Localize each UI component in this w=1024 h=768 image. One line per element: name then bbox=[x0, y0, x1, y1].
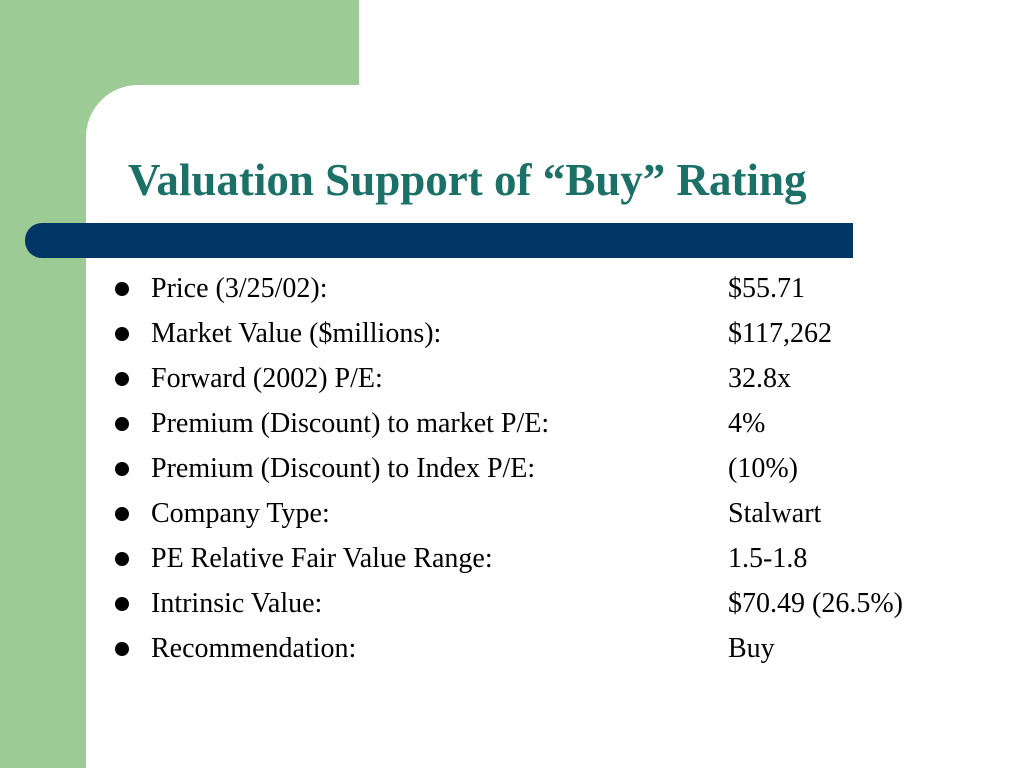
bullet-row-company-type: Company Type: Stalwart bbox=[0, 491, 1024, 536]
row-label: Market Value ($millions): bbox=[151, 318, 442, 349]
bullet-dot-icon bbox=[115, 417, 129, 431]
bullet-row-forward-pe: Forward (2002) P/E: 32.8x bbox=[0, 356, 1024, 401]
row-value: 32.8x bbox=[728, 363, 791, 394]
bullet-row-premium-market: Premium (Discount) to market P/E: 4% bbox=[0, 401, 1024, 446]
row-value: $70.49 (26.5%) bbox=[728, 588, 903, 619]
bullet-dot-icon bbox=[115, 552, 129, 566]
bullet-dot-icon bbox=[115, 462, 129, 476]
title-rule-bar bbox=[25, 223, 853, 258]
bullet-dot-icon bbox=[115, 327, 129, 341]
row-label: Premium (Discount) to market P/E: bbox=[151, 408, 550, 439]
row-label: Intrinsic Value: bbox=[151, 588, 323, 619]
row-label: Price (3/25/02): bbox=[151, 273, 328, 304]
bullet-dot-icon bbox=[115, 642, 129, 656]
bullet-row-intrinsic-value: Intrinsic Value: $70.49 (26.5%) bbox=[0, 581, 1024, 626]
bullet-row-recommendation: Recommendation: Buy bbox=[0, 626, 1024, 671]
row-value: (10%) bbox=[728, 453, 798, 484]
bullet-dot-icon bbox=[115, 597, 129, 611]
row-value: 4% bbox=[728, 408, 766, 439]
bullet-row-premium-index: Premium (Discount) to Index P/E: (10%) bbox=[0, 446, 1024, 491]
row-value: 1.5-1.8 bbox=[728, 543, 808, 574]
bullet-dot-icon bbox=[115, 507, 129, 521]
bullet-dot-icon bbox=[115, 372, 129, 386]
bullet-row-price: Price (3/25/02): $55.71 bbox=[0, 266, 1024, 311]
slide-title: Valuation Support of “Buy” Rating bbox=[128, 155, 807, 205]
valuation-bullet-list: Price (3/25/02): $55.71 Market Value ($m… bbox=[0, 266, 1024, 671]
row-label: Premium (Discount) to Index P/E: bbox=[151, 453, 536, 484]
bullet-row-pe-range: PE Relative Fair Value Range: 1.5-1.8 bbox=[0, 536, 1024, 581]
row-value: Stalwart bbox=[728, 498, 822, 529]
row-label: Company Type: bbox=[151, 498, 330, 529]
bullet-dot-icon bbox=[115, 282, 129, 296]
row-value: Buy bbox=[728, 633, 775, 664]
row-value: $55.71 bbox=[728, 273, 805, 304]
bullet-row-market-value: Market Value ($millions): $117,262 bbox=[0, 311, 1024, 356]
row-label: Forward (2002) P/E: bbox=[151, 363, 383, 394]
row-label: Recommendation: bbox=[151, 633, 357, 664]
content-panel bbox=[86, 85, 1024, 768]
row-label: PE Relative Fair Value Range: bbox=[151, 543, 493, 574]
row-value: $117,262 bbox=[728, 318, 832, 349]
